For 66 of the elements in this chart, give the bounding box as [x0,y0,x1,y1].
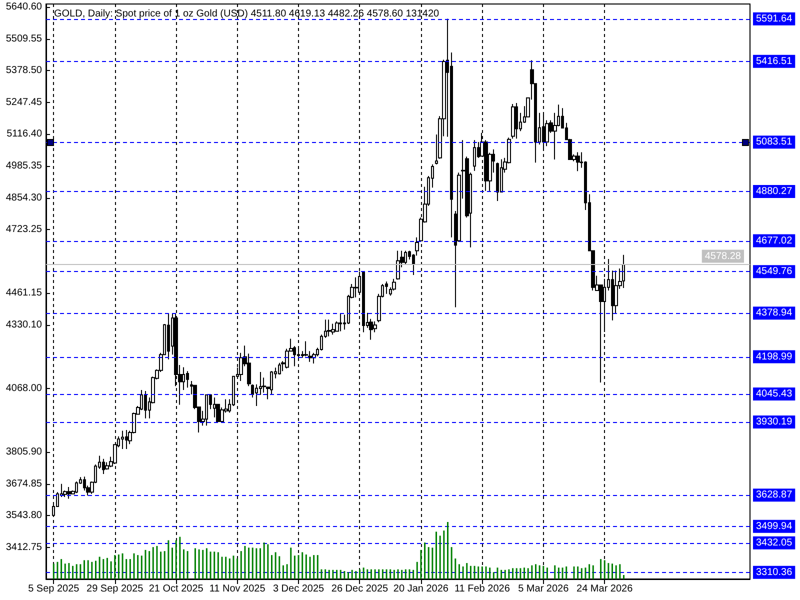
candlestick [515,102,518,140]
candlestick [144,390,147,419]
y-tick-label: 5509.55 [6,33,42,44]
candlestick [270,370,273,396]
y-tick-label: 5247.45 [6,96,42,108]
ref-line-label: 3310.36 [756,566,793,578]
candlestick [102,458,105,474]
candlestick [167,312,170,360]
ref-line-label: 5083.51 [756,136,793,148]
candlestick [622,254,625,289]
y-tick-label: 5378.50 [6,65,42,76]
ref-line-label: 3499.94 [756,520,793,532]
x-tick-label: 11 Nov 2025 [209,584,266,594]
x-tick-label: 29 Sep 2025 [86,584,144,594]
candlestick [392,278,396,292]
y-tick-label: 3543.80 [6,510,42,522]
ref-line-label: 5591.64 [756,13,793,24]
candlestick [576,152,580,172]
y-tick-label: 3805.90 [6,446,42,458]
ref-line-label: 3628.87 [756,490,793,501]
candlestick [362,271,365,333]
x-tick-label: 5 Sep 2025 [28,584,80,594]
ref-line-label: 4880.27 [756,186,793,197]
candlestick [75,480,78,494]
ref-line-label: 5416.51 [756,56,793,67]
ref-line-label: 3432.05 [756,537,793,548]
x-tick-label: 5 Mar 2026 [518,584,570,594]
ref-line-label: 3930.19 [756,416,793,428]
ref-line-label: 4677.02 [756,235,793,246]
candlestick [331,323,335,336]
y-tick-label: 4461.15 [6,288,42,299]
y-tick-label: 4068.00 [6,383,42,394]
y-tick-label: 3674.85 [6,478,42,490]
x-tick-label: 3 Dec 2025 [272,584,325,594]
candlestick [67,486,71,500]
candlestick [385,281,388,294]
y-tick-label: 4723.25 [6,224,42,236]
y-tick-label: 4854.30 [6,192,42,204]
x-tick-label: 11 Feb 2026 [454,584,510,594]
y-tick-label: 4985.35 [6,160,42,172]
candlestick [278,362,281,375]
candlestick [473,140,476,172]
ref-line-label: 4549.76 [756,266,793,278]
candlestick [121,430,124,450]
ref-line-label: 4045.43 [756,388,793,400]
y-tick-label: 3412.75 [6,542,42,554]
ref-line-label: 4578.28 [704,251,742,262]
candlestick [186,370,189,388]
candlestick [511,103,515,140]
x-tick-label: 26 Dec 2025 [331,584,389,594]
candlestick [213,397,216,418]
y-tick-label: 4330.10 [6,319,42,330]
x-tick-label: 21 Oct 2025 [148,584,204,594]
candlestick [327,319,331,337]
candlestick [339,312,342,332]
candlestick [125,430,128,450]
candlestick [496,162,499,202]
x-tick-label: 20 Jan 2026 [393,584,449,594]
y-tick-label: 5116.40 [6,128,42,140]
candlestick [396,250,400,280]
y-tick-label: 5640.60 [6,2,42,13]
candlestick [404,250,407,265]
ref-line-label: 4198.99 [756,351,793,362]
candlestick [205,394,208,426]
ref-line-label: 4378.94 [756,308,793,319]
x-tick-label: 24 Mar 2026 [576,584,634,594]
